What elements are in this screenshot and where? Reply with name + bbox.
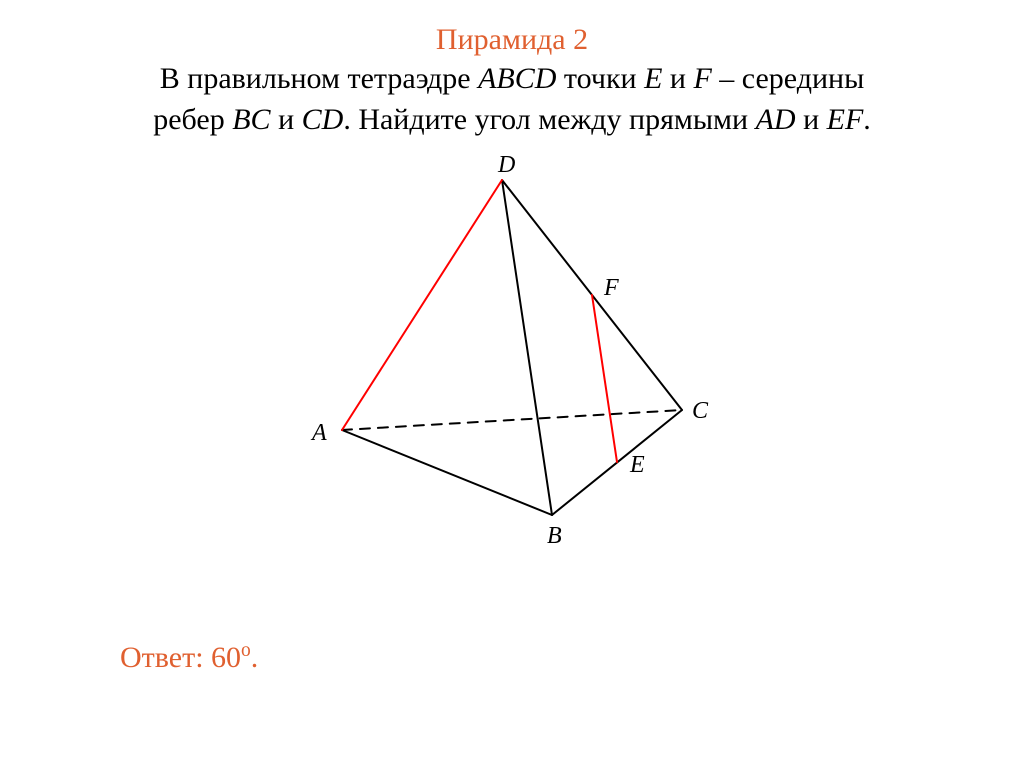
diagram-container: A B C D E F — [0, 150, 1024, 570]
label-C: C — [692, 398, 709, 424]
answer-text: Ответ: 60o. — [120, 640, 258, 675]
label-A: A — [310, 420, 327, 446]
edge-AC — [342, 410, 682, 430]
answer-value: 60 — [211, 641, 241, 674]
answer-degree: o — [241, 640, 251, 661]
var-bc: BC — [232, 103, 270, 136]
heading-block: Пирамида 2 В правильном тетраэдре ABCD т… — [0, 0, 1024, 140]
problem-l2-post: . — [863, 103, 871, 136]
edge-AD — [342, 180, 502, 430]
problem-l2-and2: и — [796, 103, 827, 136]
problem-l1-and: и — [662, 62, 693, 95]
page: Пирамида 2 В правильном тетраэдре ABCD т… — [0, 0, 1024, 767]
label-F: F — [603, 275, 619, 301]
problem-l1-post: – середины — [712, 62, 864, 95]
answer-suffix: . — [251, 641, 259, 674]
var-ad: AD — [756, 103, 796, 136]
var-abcd: ABCD — [478, 62, 556, 95]
label-B: B — [547, 523, 562, 549]
var-e: E — [644, 62, 662, 95]
edge-BD — [502, 180, 552, 515]
problem-l2-pre: ребер — [153, 103, 232, 136]
var-cd: CD — [302, 103, 344, 136]
problem-l1-pre: В правильном тетраэдре — [160, 62, 478, 95]
title: Пирамида 2 — [0, 20, 1024, 59]
vertex-labels: A B C D E F — [310, 152, 709, 549]
problem-l2-mid: . Найдите угол между прямыми — [343, 103, 755, 136]
label-D: D — [497, 152, 515, 178]
tetrahedron-diagram: A B C D E F — [282, 150, 742, 570]
label-E: E — [629, 452, 645, 478]
edges-highlight — [342, 180, 617, 462]
var-f: F — [693, 62, 711, 95]
problem-l1-mid: точки — [556, 62, 644, 95]
answer-prefix: Ответ: — [120, 641, 211, 674]
edge-EF — [592, 295, 617, 462]
edges-dashed — [342, 410, 682, 430]
edge-AB — [342, 430, 552, 515]
problem-text: В правильном тетраэдре ABCD точки E и F … — [0, 59, 1024, 140]
var-ef: EF — [827, 103, 864, 136]
problem-l2-and: и — [271, 103, 302, 136]
